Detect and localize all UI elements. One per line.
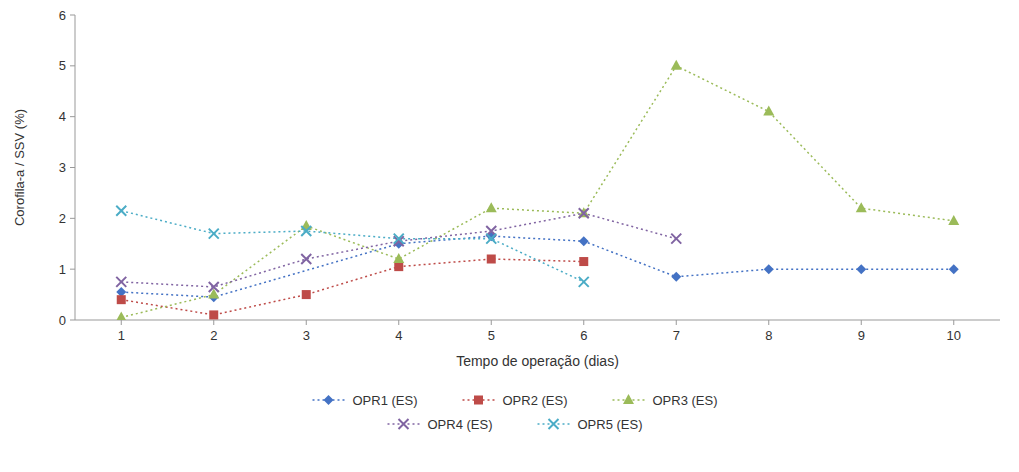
point [579, 208, 589, 218]
legend-label: OPR2 (ES) [503, 393, 568, 408]
point [209, 310, 218, 319]
series-line [121, 236, 954, 297]
plot-area [116, 60, 960, 320]
x-axis-label: Tempo de operação (dias) [456, 353, 619, 369]
series-line [121, 211, 584, 282]
x-tick [121, 320, 122, 325]
point [763, 106, 774, 116]
point [671, 60, 682, 70]
x-tick-label: 3 [303, 328, 310, 343]
series [116, 60, 960, 320]
series [116, 208, 681, 292]
y-tick-label: 6 [59, 8, 66, 23]
x-tick [953, 320, 954, 325]
point [394, 262, 403, 271]
x-tick-label: 7 [673, 328, 680, 343]
point [671, 234, 681, 244]
legend-marker [399, 419, 409, 429]
point [578, 207, 589, 217]
legend: OPR1 (ES) OPR2 (ES) OPR3 (ES) OPR4 (ES) OPR5… [313, 393, 718, 432]
series [117, 255, 589, 320]
point [856, 264, 866, 274]
point [302, 290, 311, 299]
y-tick-label: 3 [59, 160, 66, 175]
x-tick [491, 320, 492, 325]
point [116, 277, 126, 287]
point [209, 229, 219, 239]
series [116, 231, 959, 302]
x-tick-label: 8 [765, 328, 772, 343]
legend-label: OPR1 (ES) [353, 393, 418, 408]
point [116, 206, 126, 216]
x-tick-label: 10 [947, 328, 961, 343]
x-tick [768, 320, 769, 325]
point [486, 234, 496, 244]
series-line [121, 66, 954, 318]
point [764, 264, 774, 274]
point [671, 272, 681, 282]
point [579, 257, 588, 266]
y-tick [70, 15, 75, 16]
y-tick-label: 1 [59, 262, 66, 277]
point [116, 311, 127, 320]
x-tick-label: 1 [118, 328, 125, 343]
point [209, 282, 219, 292]
x-tick [583, 320, 584, 325]
point [948, 215, 959, 225]
legend-marker [549, 419, 559, 429]
y-tick [70, 269, 75, 270]
point [393, 253, 404, 263]
series-line [121, 259, 584, 315]
y-tick-label: 2 [59, 211, 66, 226]
legend-label: OPR4 (ES) [428, 417, 493, 432]
x-tick-label: 6 [580, 328, 587, 343]
point [301, 226, 311, 236]
x-tick-label: 2 [210, 328, 217, 343]
chart: 1 2 3 4 5 6 7 8 9 10 0 1 2 3 4 5 6 Tempo de operação (dia… [0, 0, 1019, 472]
y-axis-label: Corofila-a / SSV (%) [12, 109, 27, 226]
point [117, 295, 126, 304]
legend-item: OPR5 (ES) [538, 417, 643, 432]
y-tick [70, 116, 75, 117]
x-tick-label: 5 [488, 328, 495, 343]
x-tick-label: 4 [395, 328, 402, 343]
point [394, 234, 404, 244]
y-tick-label: 4 [59, 109, 66, 124]
legend-marker [324, 395, 334, 405]
legend-item: OPR3 (ES) [613, 393, 718, 408]
x-tick [676, 320, 677, 325]
y-tick-label: 0 [59, 313, 66, 328]
x-tick [861, 320, 862, 325]
series-line [121, 213, 676, 287]
y-tick [70, 320, 75, 321]
x-tick [306, 320, 307, 325]
axes: 1 2 3 4 5 6 7 8 9 10 0 1 2 3 4 5 6 [59, 8, 1000, 344]
legend-marker [623, 394, 634, 404]
y-tick-label: 5 [59, 58, 66, 73]
legend-item: OPR2 (ES) [463, 393, 568, 408]
x-tick-label: 9 [858, 328, 865, 343]
series [116, 206, 589, 287]
legend-item: OPR4 (ES) [388, 417, 493, 432]
legend-marker [474, 396, 483, 405]
legend-label: OPR3 (ES) [653, 393, 718, 408]
point [949, 264, 959, 274]
point [301, 254, 311, 264]
y-tick [70, 167, 75, 168]
x-tick [213, 320, 214, 325]
y-tick [70, 218, 75, 219]
x-tick [398, 320, 399, 325]
point [856, 202, 867, 212]
legend-label: OPR5 (ES) [578, 417, 643, 432]
point [487, 255, 496, 264]
point [579, 277, 589, 287]
point [486, 202, 497, 212]
legend-item: OPR1 (ES) [313, 393, 418, 408]
y-tick [70, 65, 75, 66]
point [579, 236, 589, 246]
